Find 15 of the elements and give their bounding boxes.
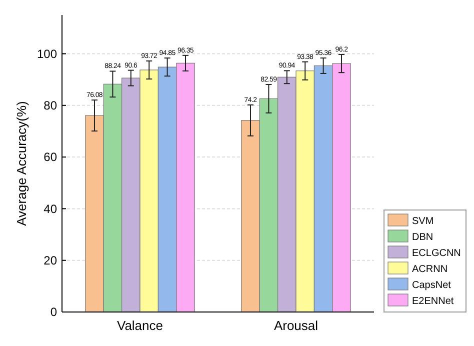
x-tick-label: Valance <box>116 318 164 333</box>
legend-label: E2ENNet <box>412 296 454 307</box>
legend-label: ECLGCNN <box>412 248 461 259</box>
legend-label: ACRNN <box>412 264 448 275</box>
y-tick-label: 40 <box>44 202 58 216</box>
legend-label: SVM <box>412 216 434 227</box>
y-tick-label: 60 <box>44 150 58 164</box>
legend-label: DBN <box>412 232 434 243</box>
y-tick-label: 80 <box>44 98 58 113</box>
y-tick-label: 0 <box>50 305 58 320</box>
y-tick-label: 100 <box>36 46 58 61</box>
y-tick-label: 20 <box>44 254 58 268</box>
y-axis-title: Average Accuracy(%) <box>14 101 29 226</box>
x-tick-label: Arousal <box>274 318 318 333</box>
legend-label: CapsNet <box>412 280 452 291</box>
